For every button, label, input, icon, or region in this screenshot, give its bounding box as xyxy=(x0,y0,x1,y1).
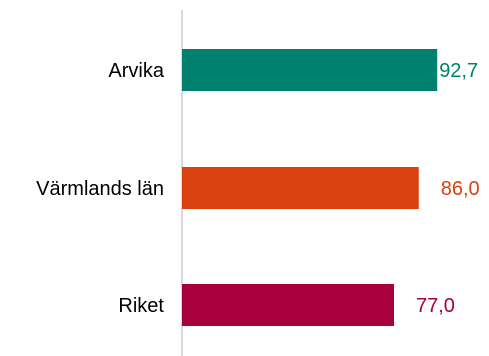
value-label-riket: 77,0 xyxy=(416,295,455,317)
value-label-arvika: 92,7 xyxy=(439,60,478,82)
bar-varmlands-lan xyxy=(182,167,419,209)
category-label-varmlands-lan: Värmlands län xyxy=(36,178,164,200)
category-label-riket: Riket xyxy=(118,295,164,317)
value-label-varmlands-lan: 86,0 xyxy=(441,178,480,200)
bar-arvika xyxy=(182,49,438,91)
bar-riket xyxy=(182,284,394,326)
category-label-arvika: Arvika xyxy=(108,60,164,82)
